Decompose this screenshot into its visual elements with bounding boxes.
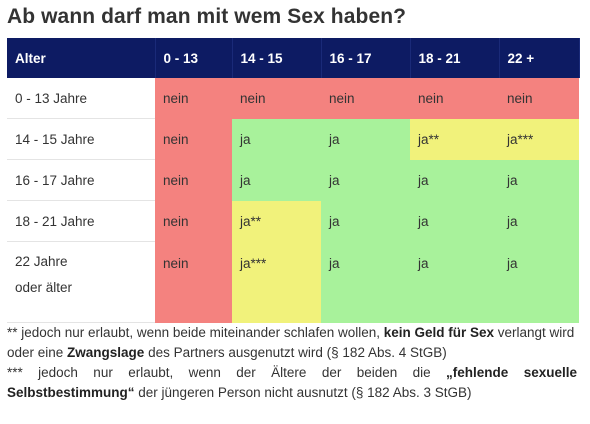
table-cell: nein — [155, 78, 232, 119]
footnote-text: verlangt wird oder eine — [7, 325, 575, 360]
footnote-text: des Partners ausgenutzt wird (§ 182 Abs.… — [144, 345, 447, 360]
page-title: Ab wann darf man mit wem Sex haben? — [7, 5, 407, 28]
table-cell: ja — [410, 241, 499, 323]
table-cell: nein — [155, 159, 232, 201]
row-label: 14 - 15 Jahre — [7, 118, 155, 160]
footnote-double-star: ** jedoch nur erlaubt, wenn beide mitein… — [7, 323, 577, 363]
table-cell: ja** — [232, 200, 321, 242]
table-cell: ja — [321, 241, 410, 323]
table-row: 16 - 17 Jahre nein ja ja ja ja — [7, 159, 579, 201]
footnote-text: der jüngeren Person nicht ausnutzt (§ 18… — [134, 385, 472, 400]
header-18-21: 18 - 21 — [410, 38, 500, 78]
footnote-text: ** jedoch nur erlaubt, wenn beide mitein… — [7, 325, 384, 340]
footnote-bold: Zwangslage — [67, 345, 145, 360]
row-label-line1: 22 Jahre — [15, 254, 68, 269]
table-cell: ja — [321, 159, 410, 201]
header-0-13: 0 - 13 — [155, 38, 233, 78]
table-cell: ja — [410, 200, 499, 242]
table-row: 14 - 15 Jahre nein ja ja ja** ja*** — [7, 118, 579, 160]
table-cell: ja*** — [499, 118, 579, 160]
table-cell: ja — [321, 118, 410, 160]
table-cell: nein — [321, 78, 410, 119]
table-cell: nein — [155, 200, 232, 242]
table-cell: ja — [410, 159, 499, 201]
table-cell: nein — [232, 78, 321, 119]
table-header-row: Alter 0 - 13 14 - 15 16 - 17 18 - 21 22 … — [7, 38, 580, 78]
table-cell: ja — [232, 118, 321, 160]
table-cell: ja*** — [232, 241, 321, 323]
row-label: 16 - 17 Jahre — [7, 159, 155, 201]
table-row: 18 - 21 Jahre nein ja** ja ja ja — [7, 200, 579, 242]
header-22-plus: 22 + — [499, 38, 580, 78]
age-consent-table: Alter 0 - 13 14 - 15 16 - 17 18 - 21 22 … — [7, 38, 580, 323]
footnotes: ** jedoch nur erlaubt, wenn beide mitein… — [7, 323, 577, 403]
row-label-line2: oder älter — [15, 280, 73, 295]
table-cell: ja — [232, 159, 321, 201]
header-alter: Alter — [7, 38, 156, 78]
row-label: 0 - 13 Jahre — [7, 78, 155, 119]
header-14-15: 14 - 15 — [232, 38, 322, 78]
table-cell: ja — [499, 200, 579, 242]
footnote-bold: „fehlende sexuelle Selbstbestimmung“ — [7, 365, 577, 400]
table-cell: ja — [499, 159, 579, 201]
table-cell: nein — [155, 241, 232, 323]
table-cell: nein — [410, 78, 499, 119]
table-cell: ja** — [410, 118, 499, 160]
footnote-bold: kein Geld für Sex — [383, 325, 495, 340]
table-row: 22 Jahre oder älter nein ja*** ja ja ja — [7, 241, 579, 323]
footnote-text: *** jedoch nur erlaubt, wenn der Ältere … — [7, 365, 447, 380]
table-cell: ja — [499, 241, 579, 323]
table-cell: ja — [321, 200, 410, 242]
table-cell: nein — [155, 118, 232, 160]
row-label: 22 Jahre oder älter — [7, 241, 155, 323]
table-cell: nein — [499, 78, 579, 119]
row-label: 18 - 21 Jahre — [7, 200, 155, 242]
header-16-17: 16 - 17 — [321, 38, 411, 78]
table-row: 0 - 13 Jahre nein nein nein nein nein — [7, 78, 579, 119]
footnote-triple-star: *** jedoch nur erlaubt, wenn der Ältere … — [7, 363, 577, 403]
